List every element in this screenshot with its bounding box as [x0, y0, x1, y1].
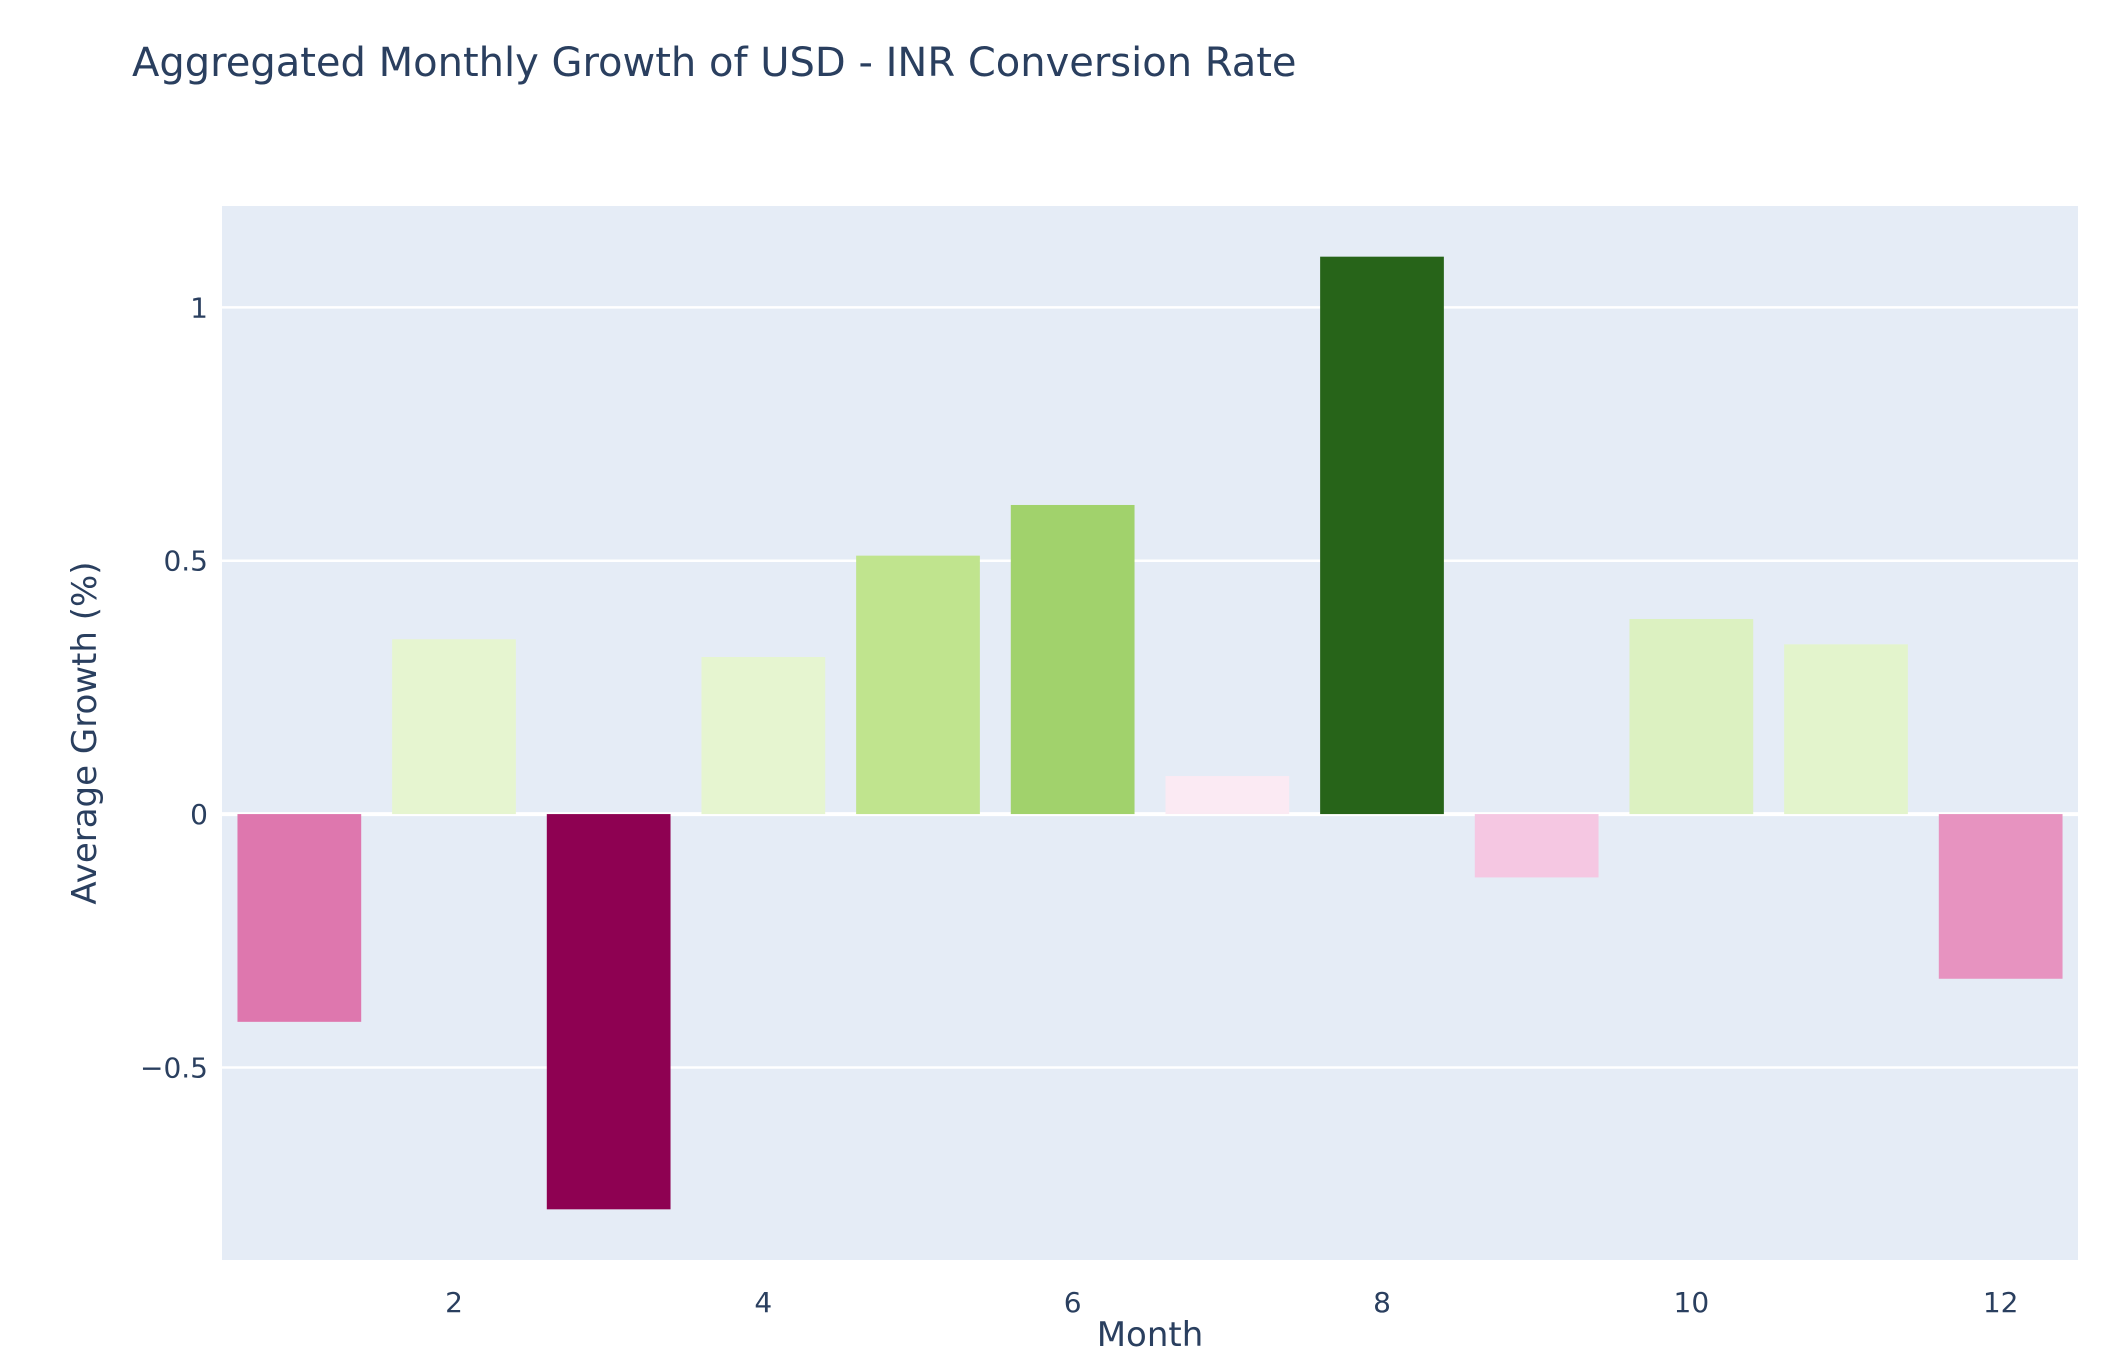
bar — [1320, 256, 1444, 815]
bar — [1938, 814, 2063, 979]
y-axis-ticks: −0.5 0 0.5 1 — [140, 291, 208, 1084]
y-tick-label: −0.5 — [140, 1051, 208, 1084]
y-tick-label: 0 — [190, 798, 208, 831]
x-axis-label: Month — [1097, 1315, 1204, 1355]
bar — [1010, 504, 1135, 815]
plot-area — [222, 206, 2078, 1260]
y-tick-label: 1 — [190, 291, 208, 324]
bar — [1474, 814, 1599, 878]
bar — [1629, 618, 1754, 815]
bar — [701, 656, 826, 815]
x-tick-label: 10 — [1674, 1286, 1710, 1319]
gridlines — [222, 306, 2078, 1069]
x-tick-label: 6 — [1064, 1286, 1082, 1319]
x-axis-ticks: 2 4 6 8 10 12 — [445, 1286, 2018, 1319]
bar — [1165, 776, 1290, 815]
y-tick-label: 0.5 — [163, 545, 208, 578]
bars — [237, 256, 2063, 1210]
y-axis-label: Average Growth (%) — [65, 561, 105, 904]
x-tick-label: 12 — [1983, 1286, 2019, 1319]
bar — [392, 639, 516, 815]
bar — [856, 555, 980, 815]
x-tick-label: 4 — [754, 1286, 772, 1319]
bar — [1784, 644, 1908, 815]
bar — [237, 814, 362, 1022]
chart-title: Aggregated Monthly Growth of USD - INR C… — [132, 40, 1297, 86]
x-tick-label: 2 — [445, 1286, 463, 1319]
bar — [546, 814, 671, 1210]
x-tick-label: 8 — [1373, 1286, 1391, 1319]
